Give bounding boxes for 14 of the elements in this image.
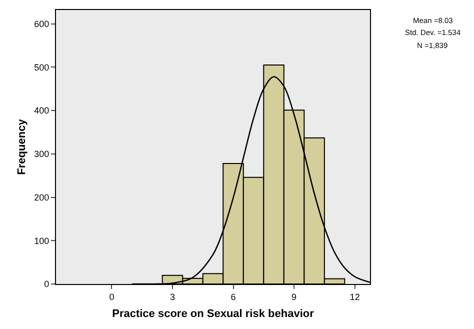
x-axis-title: Practice score on Sexual risk behavior: [112, 308, 315, 320]
y-tick-label: 200: [34, 192, 50, 202]
y-tick-label: 400: [34, 106, 50, 116]
x-tick-label: 6: [230, 292, 236, 302]
y-tick-label: 600: [34, 19, 50, 30]
x-tick-label: 3: [170, 292, 175, 302]
x-tick-label: 12: [350, 292, 360, 302]
x-tick-label: 0: [109, 292, 114, 302]
x-tick-label: 9: [292, 292, 297, 302]
y-axis-title: Frequency: [16, 118, 28, 175]
y-tick-label: 500: [34, 62, 50, 72]
y-tick-label: 100: [34, 236, 50, 246]
y-tick-label: 300: [34, 149, 50, 160]
y-tick-label: 0: [44, 279, 50, 290]
